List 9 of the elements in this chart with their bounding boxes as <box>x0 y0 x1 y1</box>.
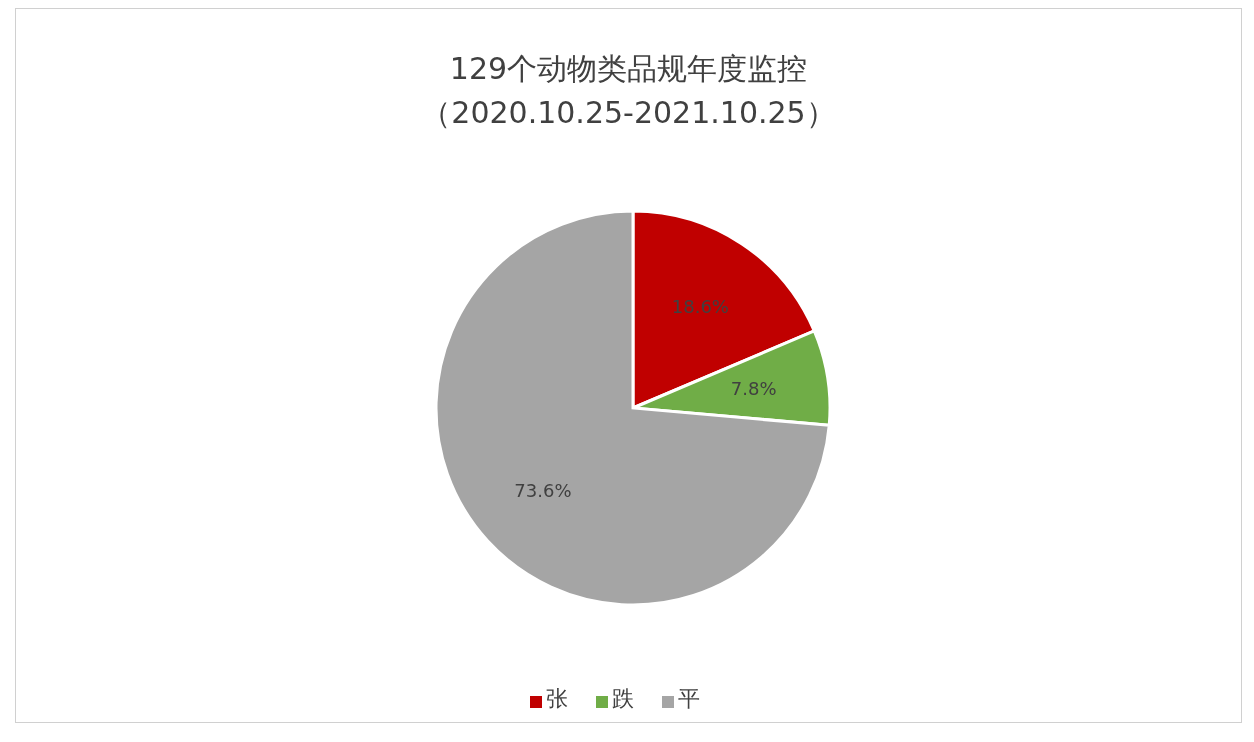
chart-subtitle: （2020.10.25-2021.10.25） <box>420 94 837 132</box>
legend-label: 张 <box>545 686 568 711</box>
legend-label: 跌 <box>611 686 634 711</box>
data-label: 18.6% <box>671 295 729 317</box>
data-label: 7.8% <box>730 378 777 400</box>
data-label: 73.6% <box>514 479 572 501</box>
legend-label: 平 <box>677 686 700 711</box>
chart-title: 129个动物类品规年度监控 <box>448 50 809 88</box>
pie-slice <box>434 209 831 607</box>
